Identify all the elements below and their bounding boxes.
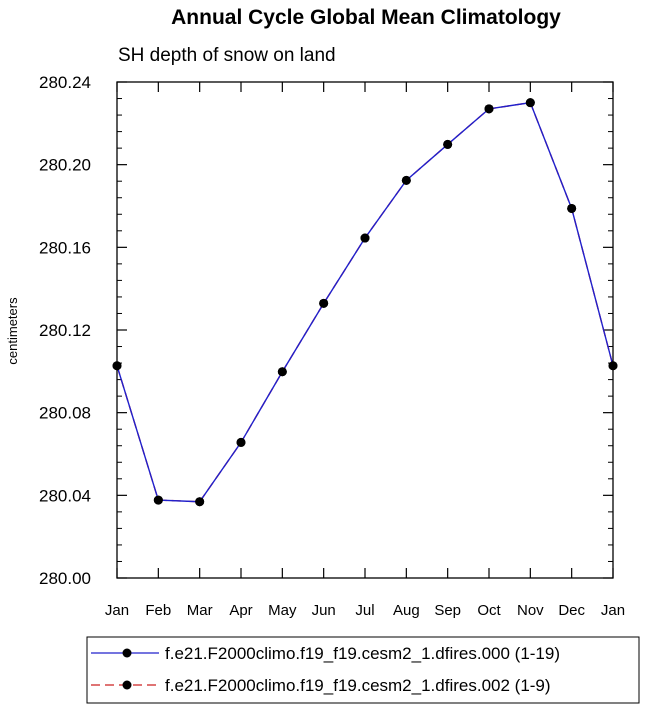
y-tick-label-6: 280.24 (39, 73, 91, 92)
x-tick-label-11: Dec (558, 602, 585, 619)
y-tick-label-2: 280.08 (39, 404, 91, 423)
chart-title: Annual Cycle Global Mean Climatology (171, 6, 561, 29)
y-axis-label: centimeters (5, 297, 20, 365)
series-line-1 (116, 101, 614, 503)
legend-entry-1: f.e21.F2000climo.f19_f19.cesm2_1.dfires.… (91, 644, 560, 663)
chart-subtitle: SH depth of snow on land (118, 45, 336, 66)
x-tick-label-12: Jan (601, 602, 625, 619)
legend-box (86, 636, 640, 704)
x-tick-label-0: Jan (105, 602, 129, 619)
y-tick-label-4: 280.16 (39, 238, 91, 257)
series-2-point-1 (153, 495, 163, 505)
legend-marker-1 (122, 648, 132, 658)
y-tick-label-0: 280.00 (39, 569, 91, 588)
y-tick-label-5: 280.20 (39, 156, 91, 175)
series-2-point-11 (567, 203, 577, 213)
series-2-point-10 (525, 98, 535, 108)
y-tick-label-3: 280.12 (39, 321, 91, 340)
legend-entry-2: f.e21.F2000climo.f19_f19.cesm2_1.dfires.… (91, 676, 551, 695)
x-tick-labels: Jan Feb Mar Apr May Jun Jul Aug Sep Oct Nov Dec Jan (105, 602, 625, 619)
series-2-point-6 (360, 233, 370, 243)
x-tick-label-7: Aug (393, 602, 420, 619)
x-tick-label-8: Sep (434, 602, 461, 619)
x-tick-label-10: Nov (517, 602, 544, 619)
series-2-point-9 (484, 104, 494, 114)
series-2-point-2 (195, 497, 205, 507)
x-tick-label-4: May (268, 602, 297, 619)
x-tick-label-2: Mar (187, 602, 213, 619)
x-tick-label-3: Apr (229, 602, 252, 619)
x-tick-label-6: Jul (355, 602, 374, 619)
series-2-point-7 (401, 175, 411, 185)
y-tick-labels: 280.00 280.04 280.08 280.12 280.16 280.20 280.… (39, 73, 91, 588)
legend-marker-2 (122, 680, 132, 690)
legend: f.e21.F2000climo.f19_f19.cesm2_1.dfires.… (86, 636, 640, 704)
plot-frame (116, 81, 614, 579)
series-line-2 (116, 101, 614, 503)
x-tick-label-1: Feb (145, 602, 171, 619)
y-ticks (117, 81, 613, 579)
x-ticks (116, 82, 614, 578)
series (112, 98, 618, 507)
series-2-point-5 (319, 298, 329, 308)
y-minor-ticks (117, 98, 613, 562)
legend-label-2: f.e21.F2000climo.f19_f19.cesm2_1.dfires.… (165, 676, 551, 695)
x-tick-label-5: Jun (312, 602, 336, 619)
series-2-point-8 (443, 139, 453, 149)
legend-label-1: f.e21.F2000climo.f19_f19.cesm2_1.dfires.… (165, 644, 560, 663)
series-2-point-3 (236, 437, 246, 447)
series-2-point-4 (277, 367, 287, 377)
x-tick-label-9: Oct (477, 602, 501, 619)
y-tick-label-1: 280.04 (39, 486, 91, 505)
